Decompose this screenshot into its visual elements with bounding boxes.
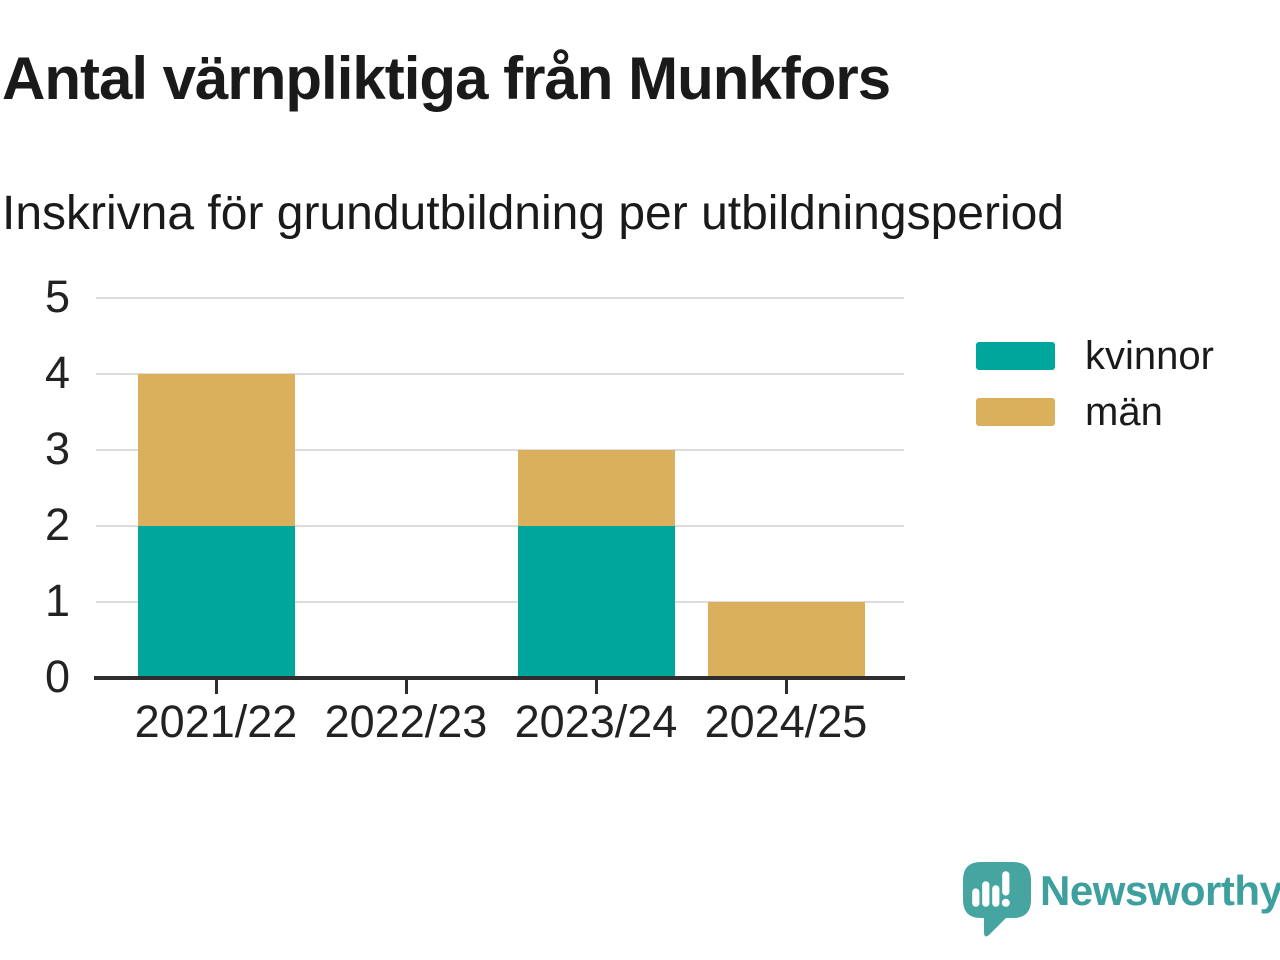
newsworthy-logo-icon: [963, 862, 1031, 937]
x-tick-label: 2024/25: [704, 696, 868, 747]
x-tick: [215, 680, 218, 694]
legend-label: kvinnor: [1085, 334, 1214, 378]
legend-swatch: [976, 398, 1055, 426]
x-tick-label: 2022/23: [324, 696, 488, 747]
gridline: [96, 449, 904, 451]
legend-item-kvinnor: kvinnor: [976, 336, 1214, 376]
y-tick-label: 4: [44, 347, 70, 398]
bar-segment-kvinnor: [137, 526, 295, 678]
x-tick: [595, 680, 598, 694]
y-tick-label: 0: [44, 651, 70, 702]
gridline: [96, 297, 904, 299]
y-tick-label: 5: [44, 271, 70, 322]
legend-label: män: [1085, 390, 1163, 434]
x-tick: [785, 680, 788, 694]
bar-segment-män: [517, 450, 675, 526]
gridline: [96, 373, 904, 375]
chart-title: Antal värnpliktiga från Munkfors: [2, 45, 891, 112]
bar-segment-män: [707, 602, 865, 678]
y-tick-label: 1: [44, 575, 70, 626]
newsworthy-logo: Newsworthy: [963, 862, 1280, 938]
newsworthy-logo-text: Newsworthy: [1040, 867, 1280, 914]
legend-swatch: [976, 342, 1055, 370]
y-tick-label: 2: [44, 499, 70, 550]
gridline: [96, 525, 904, 527]
y-tick-label: 3: [44, 423, 70, 474]
x-axis-line: [94, 676, 905, 680]
bar-segment-män: [137, 374, 295, 526]
gridline: [96, 601, 904, 603]
legend-item-män: män: [976, 392, 1214, 432]
x-tick: [405, 680, 408, 694]
x-tick-label: 2023/24: [514, 696, 678, 747]
bar-segment-kvinnor: [517, 526, 675, 678]
chart-subtitle: Inskrivna för grundutbildning per utbild…: [2, 187, 1064, 240]
legend: kvinnor män: [976, 336, 1214, 454]
x-tick-label: 2021/22: [134, 696, 298, 747]
